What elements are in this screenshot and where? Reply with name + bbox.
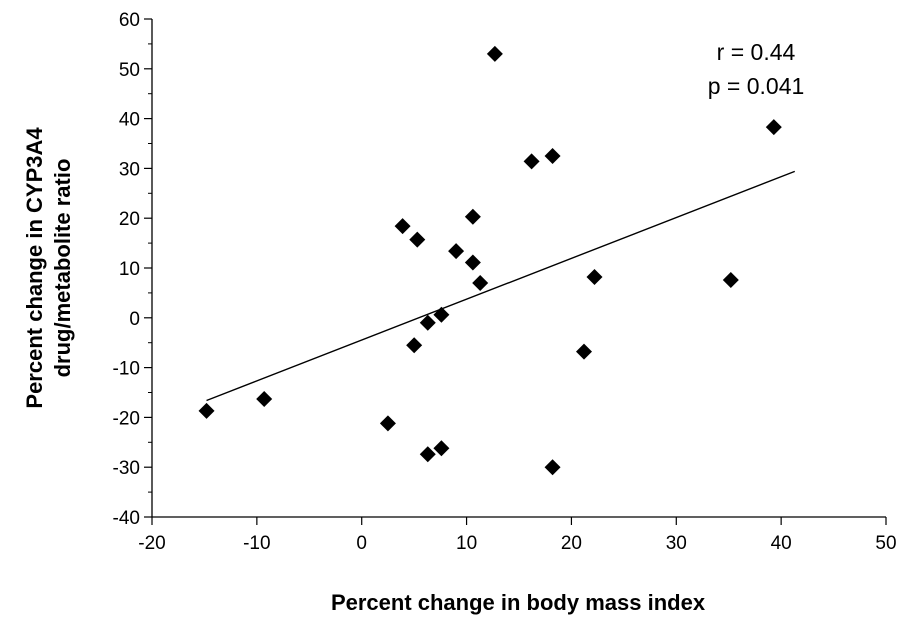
x-tick-label: 20 [561,533,582,554]
data-point [419,446,436,463]
y-axis-title-line-1: Percent change in CYP3A4 [22,127,47,409]
data-point [394,218,411,235]
y-tick-label: 10 [119,259,140,280]
trendline [206,170,796,402]
trendline-layer [206,170,796,402]
y-tick-label: -20 [113,408,140,429]
ticks: -40 -30 -20 -10 0 10 20 30 40 50 60 -20 -10 0 10 20 30 40… [113,10,897,554]
data-point [472,274,489,291]
y-tick-label: 20 [119,209,140,230]
data-point [198,402,215,419]
data-point [464,208,481,225]
data-point [586,268,603,285]
data-point [544,147,561,164]
x-tick-label: 30 [666,533,687,554]
data-point [409,231,426,248]
x-tick-label: 0 [356,533,367,554]
y-tick-label: 30 [119,159,140,180]
y-tick-label: 40 [119,110,140,131]
x-tick-label: 50 [875,533,896,554]
data-point [406,337,423,354]
y-tick-label: -30 [113,458,140,479]
data-point [486,45,503,62]
data-point [433,306,450,323]
y-tick-label: 60 [119,10,140,31]
y-tick-label: -40 [113,508,140,529]
annotation-p: p = 0.041 [708,73,805,99]
data-point [256,390,273,407]
annotation-r: r = 0.44 [717,39,796,65]
data-point [544,459,561,476]
x-tick-label: 10 [456,533,477,554]
data-point [523,153,540,170]
data-point [464,254,481,271]
y-tick-label: 0 [129,309,140,330]
data-point [576,343,593,360]
x-tick-label: -10 [243,533,270,554]
y-tick-label: -10 [113,359,140,380]
data-point [448,243,465,260]
data-point [722,271,739,288]
data-points [198,45,782,476]
y-tick-label: 50 [119,60,140,81]
data-point [379,415,396,432]
x-axis-title: Percent change in body mass index [331,590,706,615]
y-axis-title-line-2: drug/metabolite ratio [50,159,75,378]
x-tick-label: 40 [771,533,792,554]
x-tick-label: -20 [138,533,165,554]
data-point [419,314,436,331]
data-point [433,440,450,457]
data-point [765,119,782,136]
